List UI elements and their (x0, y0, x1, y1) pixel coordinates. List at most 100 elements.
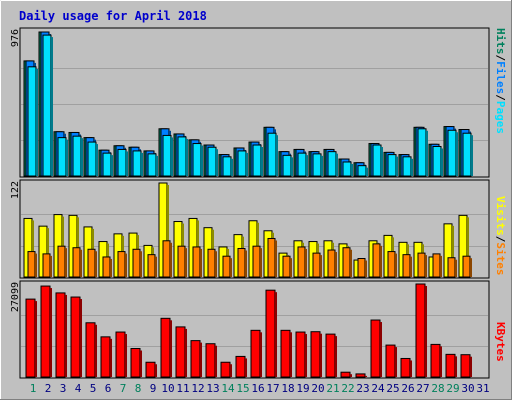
day-label: 6 (105, 382, 112, 395)
kbytes-bar (85, 322, 97, 378)
legend-separator: / (494, 94, 507, 101)
kbytes-bar (190, 340, 202, 378)
kbytes-bar (40, 285, 52, 378)
sites-bar (147, 254, 157, 278)
pages-bar (372, 144, 383, 177)
kbytes-bar (250, 329, 262, 378)
kbytes-bar (160, 317, 172, 378)
kbytes-bar (370, 319, 382, 378)
day-label: 21 (326, 382, 339, 395)
day-label: 25 (386, 382, 399, 395)
sites-bar (342, 247, 352, 278)
legend-separator: / (494, 55, 507, 62)
day-label: 30 (461, 382, 474, 395)
kbytes-bar (460, 354, 472, 378)
kbytes-bar (325, 333, 337, 378)
legend-pages: Pages (494, 101, 507, 134)
day-label: 15 (236, 382, 249, 395)
pages-bar (102, 152, 113, 177)
kbytes-bar (445, 353, 457, 378)
bars (23, 31, 473, 378)
sites-bar (162, 240, 172, 278)
ymax-label-kbytes: 27099 (10, 282, 21, 312)
sites-bar (432, 253, 442, 278)
day-label: 5 (90, 382, 97, 395)
kbytes-bar (400, 357, 412, 378)
legend-hits-files-pages: Hits/Files/Pages (494, 28, 507, 134)
pages-bar (27, 66, 38, 177)
sites-bar (27, 251, 37, 278)
legend-visits: Visits (494, 196, 507, 236)
sites-bar (327, 249, 337, 278)
sites-bar (57, 245, 67, 278)
pages-bar (252, 144, 263, 177)
pages-bar (87, 141, 98, 177)
pages-bar (387, 154, 398, 177)
kbytes-bar (355, 373, 367, 378)
pages-bar (447, 129, 458, 177)
legend-visits-sites: Visits/Sites (494, 196, 507, 276)
pages-bar (57, 137, 68, 177)
day-label: 18 (281, 382, 294, 395)
day-label: 27 (416, 382, 429, 395)
legend-sites: Sites (494, 242, 507, 275)
pages-bar (327, 151, 338, 177)
kbytes-bar (115, 331, 127, 378)
day-label: 11 (176, 382, 189, 395)
sites-bar (282, 255, 292, 278)
pages-bar (432, 145, 443, 177)
day-label: 17 (266, 382, 279, 395)
kbytes-bar (295, 331, 307, 378)
pages-bar (132, 150, 143, 177)
legend-separator: / (494, 236, 507, 243)
chart-title: Daily usage for April 2018 (19, 9, 207, 23)
day-label: 8 (135, 382, 142, 395)
sites-bar (447, 257, 457, 278)
sites-bar (417, 252, 427, 278)
sites-bar (72, 247, 82, 278)
kbytes-bar (265, 289, 277, 378)
kbytes-bar (205, 343, 217, 378)
ymax-label-hits: 976 (10, 29, 21, 47)
kbytes-bar (340, 371, 352, 378)
sites-bar (372, 243, 382, 278)
day-label: 14 (221, 382, 235, 395)
kbytes-bar (175, 326, 187, 378)
pages-bar (402, 156, 413, 177)
day-label: 16 (251, 382, 264, 395)
sites-bar (192, 246, 202, 278)
sites-bar (267, 237, 277, 278)
sites-bar (132, 248, 142, 278)
kbytes-bar (130, 348, 142, 378)
day-label: 23 (356, 382, 369, 395)
day-label: 19 (296, 382, 309, 395)
kbytes-bar (430, 343, 442, 378)
pages-bar (42, 34, 53, 177)
kbytes-bar (385, 344, 397, 378)
day-label: 3 (60, 382, 67, 395)
day-label: 1 (30, 382, 37, 395)
day-label: 31 (476, 382, 489, 395)
kbytes-bar (310, 331, 322, 378)
day-label: 13 (206, 382, 219, 395)
ymax-label-visits: 122 (10, 181, 21, 199)
sites-bar (42, 253, 52, 278)
sites-bar (207, 248, 217, 278)
pages-bar (267, 132, 278, 177)
sites-bar (357, 258, 367, 278)
sites-bar (102, 256, 112, 278)
day-label: 29 (446, 382, 459, 395)
kbytes-bar (70, 296, 82, 378)
kbytes-bar (415, 283, 427, 378)
pages-bar (282, 154, 293, 177)
legend-hits: Hits (494, 28, 507, 55)
pages-bar (117, 148, 128, 177)
day-label: 7 (120, 382, 127, 395)
day-label: 10 (161, 382, 174, 395)
kbytes-bar (100, 336, 112, 378)
pages-bar (222, 156, 233, 177)
kbytes-bar (220, 361, 232, 378)
day-label: 20 (311, 382, 324, 395)
kbytes-bar (55, 292, 67, 378)
